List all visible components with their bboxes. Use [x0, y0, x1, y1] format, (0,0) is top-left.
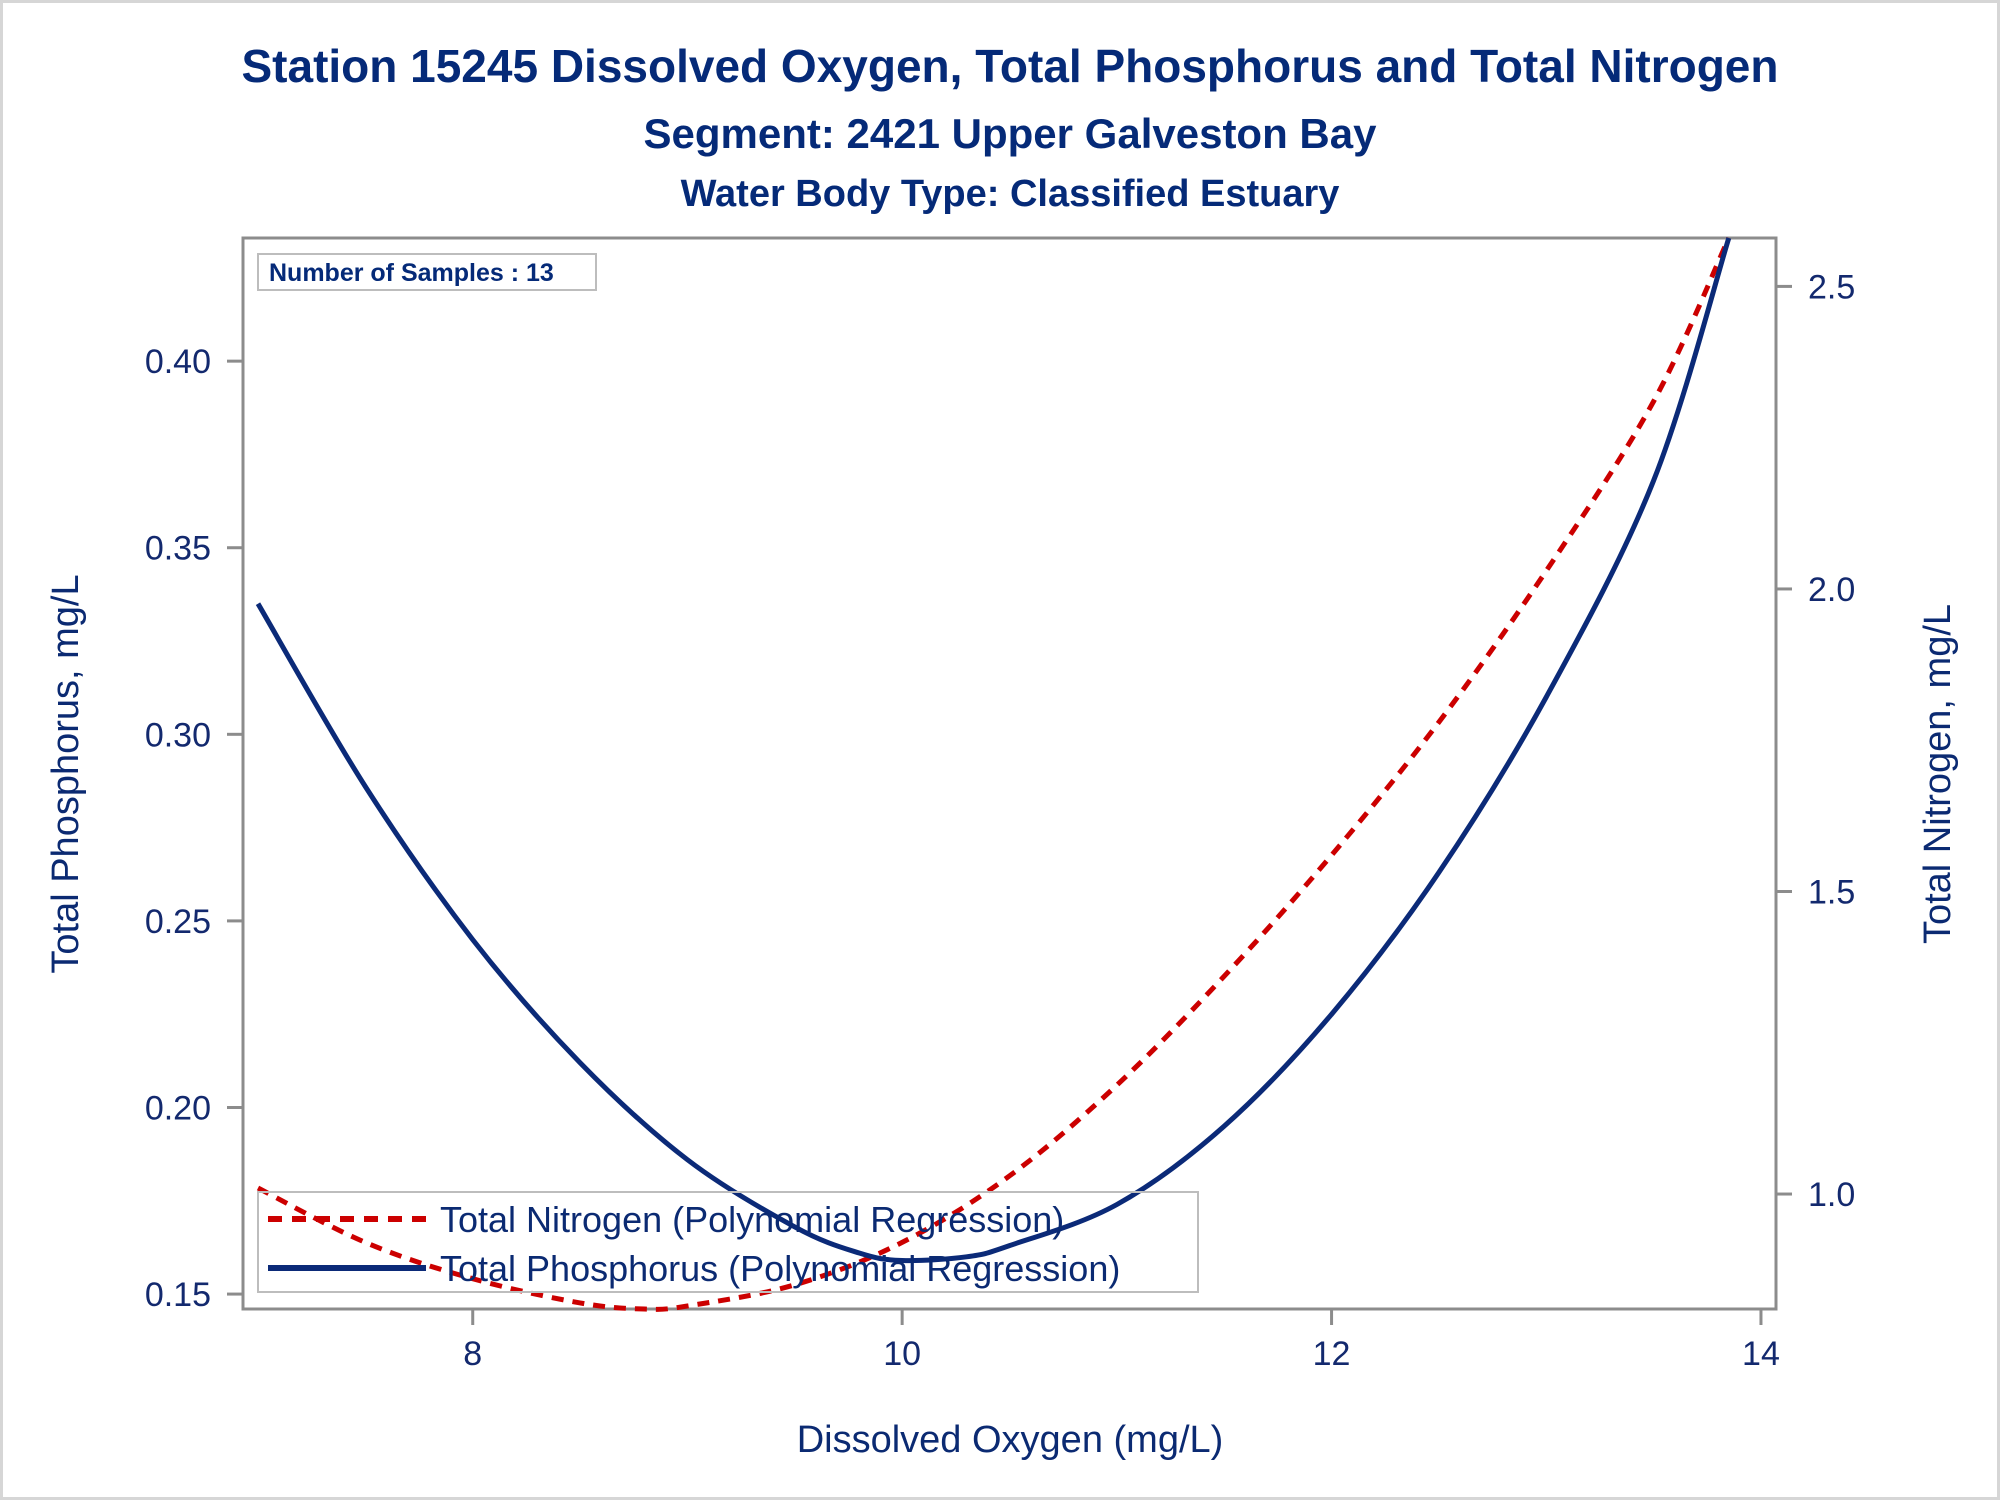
chart-subtitle: Segment: 2421 Upper Galveston Bay — [644, 110, 1378, 157]
series-group — [255, 236, 1732, 1312]
x-tick-label: 12 — [1313, 1335, 1351, 1373]
y-left-tick-label: 0.15 — [145, 1276, 211, 1314]
x-axis: 8 10 12 14 — [463, 1309, 1780, 1373]
series-line-total-phosphorus — [255, 237, 1732, 1264]
legend: Total Nitrogen (Polynomial Regression) T… — [257, 1191, 1199, 1293]
series-line-total-nitrogen — [256, 236, 1732, 1312]
x-tick-label: 14 — [1742, 1335, 1780, 1373]
y-right-tick-label: 1.5 — [1808, 873, 1855, 911]
legend-label-total-phosphorus: Total Phosphorus (Polynomial Regression) — [440, 1248, 1120, 1289]
y-left-tick-label: 0.40 — [145, 343, 211, 381]
legend-label-total-nitrogen: Total Nitrogen (Polynomial Regression) — [440, 1199, 1064, 1240]
y-right-tick-label: 1.0 — [1808, 1176, 1855, 1214]
y-left-tick-label: 0.25 — [145, 903, 211, 941]
chart-subtitle-secondary: Water Body Type: Classified Estuary — [681, 173, 1340, 215]
chart-title: Station 15245 Dissolved Oxygen, Total Ph… — [241, 40, 1778, 92]
x-axis-label: Dissolved Oxygen (mg/L) — [797, 1419, 1224, 1461]
sample-count-box — [257, 253, 597, 291]
y-right-tick-label: 2.5 — [1808, 268, 1855, 306]
plot-area — [241, 236, 1778, 1311]
y-axis-left: 0.15 0.20 0.25 0.30 0.35 0.40 — [145, 343, 243, 1314]
x-tick-label: 8 — [463, 1335, 482, 1373]
y-right-tick-label: 2.0 — [1808, 571, 1855, 609]
x-tick-label: 10 — [883, 1335, 921, 1373]
y-left-tick-label: 0.35 — [145, 530, 211, 568]
y-axis-right-label: Total Nitrogen, mg/L — [1917, 604, 1959, 944]
sample-count-label: Number of Samples : 13 — [269, 259, 554, 287]
legend-box — [257, 1191, 1199, 1293]
y-axis-right: 1.0 1.5 2.0 2.5 — [1776, 268, 1855, 1214]
y-axis-left-label: Total Phosphorus, mg/L — [45, 574, 87, 973]
y-left-tick-label: 0.30 — [145, 716, 211, 754]
y-left-tick-label: 0.20 — [145, 1089, 211, 1127]
